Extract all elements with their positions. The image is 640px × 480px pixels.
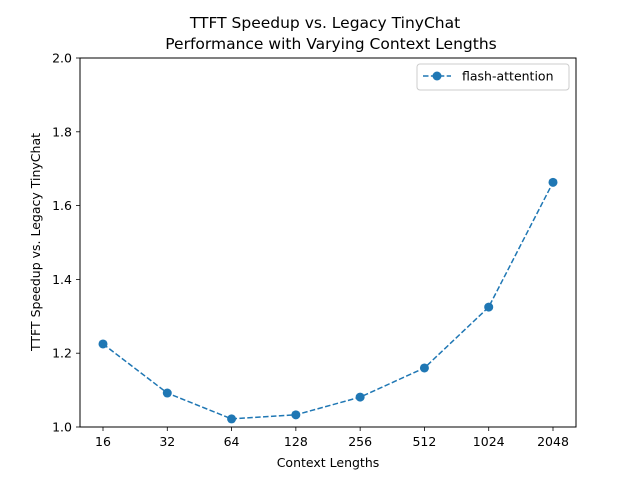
data-point <box>98 339 108 349</box>
x-tick-label: 256 <box>348 434 372 449</box>
data-point <box>227 414 237 424</box>
x-tick-label: 512 <box>412 434 436 449</box>
x-axis-label: Context Lengths <box>277 455 380 470</box>
data-point <box>162 388 172 398</box>
data-point <box>355 392 365 402</box>
x-tick-label: 16 <box>95 434 111 449</box>
y-tick-label: 1.0 <box>52 420 72 435</box>
x-tick-label: 2048 <box>537 434 569 449</box>
x-tick-label: 128 <box>284 434 308 449</box>
legend-marker <box>432 71 442 81</box>
data-point <box>484 302 494 312</box>
data-point <box>548 177 558 187</box>
legend: flash-attention <box>416 63 570 91</box>
y-tick-label: 1.4 <box>52 272 72 287</box>
x-tick-label: 1024 <box>473 434 505 449</box>
legend-box <box>416 63 570 91</box>
y-tick-label: 1.2 <box>52 346 72 361</box>
chart-title-line-1: TTFT Speedup vs. Legacy TinyChat <box>189 14 460 32</box>
chart-title-line-2: Performance with Varying Context Lengths <box>165 35 497 53</box>
data-point <box>419 363 429 373</box>
y-tick-label: 1.6 <box>52 198 72 213</box>
y-axis-label: TTFT Speedup vs. Legacy TinyChat <box>28 133 43 352</box>
plot-frame <box>79 57 577 428</box>
plot-area: 16 32 64 128 256 512 1024 2048 1.0 1.2 1.4 1.6 1.8 2.… <box>52 51 569 450</box>
legend-label: flash-attention <box>462 69 554 84</box>
x-tick-label: 64 <box>224 434 240 449</box>
series-line <box>102 182 554 420</box>
y-tick-label: 2.0 <box>52 51 72 66</box>
x-tick-label: 32 <box>159 434 175 449</box>
data-point <box>291 410 301 420</box>
y-tick-label: 1.8 <box>52 124 72 139</box>
